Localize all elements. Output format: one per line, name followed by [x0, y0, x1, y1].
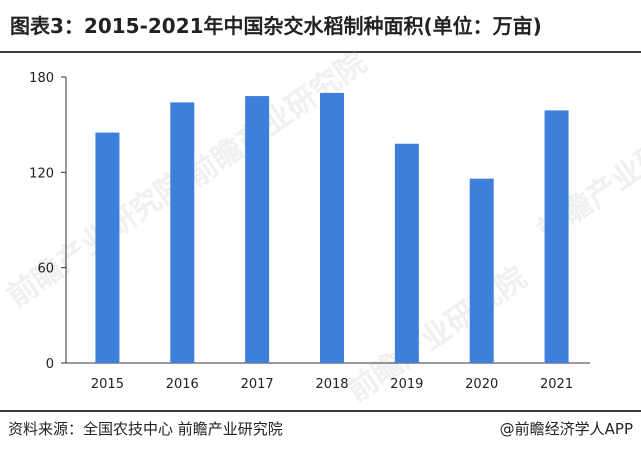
brand-label: @前瞻经济学人APP — [499, 420, 633, 438]
bottom-divider — [0, 410, 641, 412]
y-tick-label: 60 — [37, 262, 54, 277]
bar — [469, 178, 494, 363]
x-tick-label: 2016 — [166, 377, 199, 392]
y-tick-label: 180 — [29, 71, 54, 86]
x-tick-label: 2015 — [91, 377, 124, 392]
y-tick-label: 0 — [46, 357, 54, 372]
bar — [170, 102, 195, 363]
x-tick-label: 2021 — [540, 377, 573, 392]
x-tick-label: 2020 — [465, 377, 498, 392]
x-tick-label: 2019 — [390, 377, 423, 392]
bar — [245, 96, 270, 364]
x-tick-label: 2018 — [315, 377, 348, 392]
bar — [544, 110, 569, 363]
chart-title: 图表3：2015-2021年中国杂交水稻制种面积(单位：万亩) — [10, 14, 542, 38]
bar — [320, 92, 344, 363]
source-note: 资料来源：全国农技中心 前瞻产业研究院 — [8, 420, 283, 438]
bar — [394, 143, 419, 363]
x-tick-label: 2017 — [241, 377, 274, 392]
bar — [95, 132, 120, 363]
bar-chart: 0 60 120 180 2015 2016 2017 2018 2019 2020 2021 — [29, 71, 590, 392]
y-tick-label: 120 — [29, 166, 54, 181]
top-divider — [0, 51, 641, 53]
